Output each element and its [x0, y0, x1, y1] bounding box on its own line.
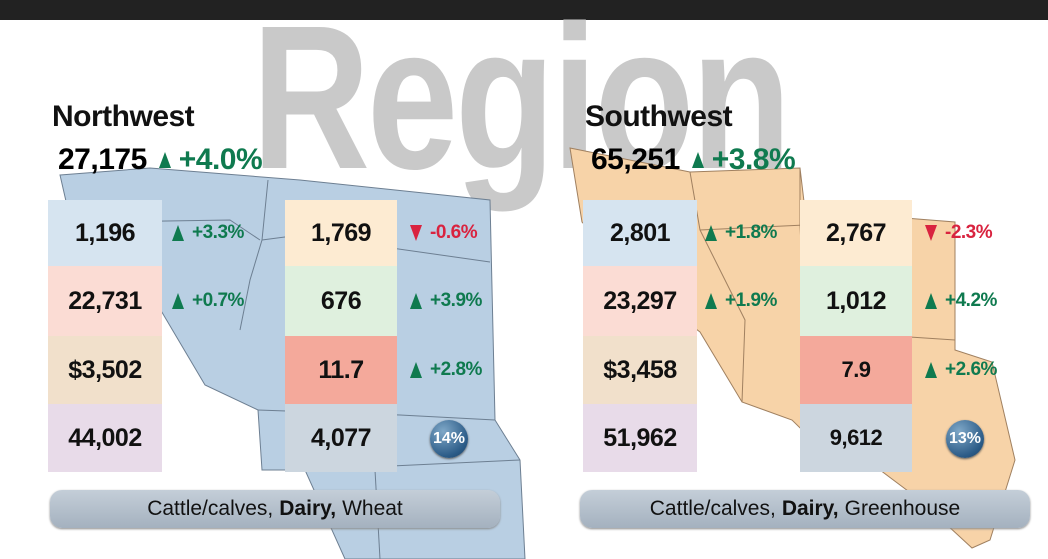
product: Cattle/calves, [147, 497, 274, 520]
trend-arrow [691, 152, 704, 168]
change: +3.3% [172, 200, 244, 266]
change-value: +2.8% [430, 359, 482, 380]
left-cell: 1,196 [48, 200, 162, 266]
trend-arrow [705, 225, 717, 241]
left-cell: $3,458 [583, 336, 697, 404]
change: +1.9% [705, 266, 777, 336]
change: +4.2% [925, 266, 997, 336]
product: Cattle/calves, [649, 497, 776, 520]
change: +2.8% [410, 336, 482, 404]
product: Greenhouse [844, 497, 961, 520]
region-name: Northwest [52, 100, 195, 133]
share-badge: 14% [430, 420, 468, 458]
total-value: 65,251 [591, 143, 680, 176]
change-value: -2.3% [945, 222, 993, 243]
products-bar: Cattle/calves, Dairy, Wheat [50, 490, 500, 528]
change: +2.6% [925, 336, 997, 404]
change: +1.8% [705, 200, 777, 266]
products-bar: Cattle/calves, Dairy, Greenhouse [580, 490, 1030, 528]
product: Dairy, [781, 497, 839, 520]
left-cell: 23,297 [583, 266, 697, 336]
trend-arrow [172, 293, 184, 309]
total-value: 27,175 [58, 143, 147, 176]
change-value: +3.3% [192, 222, 244, 243]
total-change: +4.0% [178, 143, 263, 176]
trend-arrow [925, 362, 937, 378]
right-cell: 11.7 [285, 336, 397, 404]
trend-arrow [158, 152, 171, 168]
trend-arrow [410, 293, 422, 309]
change: -0.6% [410, 200, 478, 266]
right-cell: 1,769 [285, 200, 397, 266]
change: +3.9% [410, 266, 482, 336]
change-value: +3.9% [430, 290, 482, 311]
trend-arrow [410, 362, 422, 378]
change-value: -0.6% [430, 222, 478, 243]
right-cell: 1,012 [800, 266, 912, 336]
right-cell: 2,767 [800, 200, 912, 266]
right-cell: 4,077 [285, 404, 397, 472]
left-cell: 44,002 [48, 404, 162, 472]
change-value: +0.7% [192, 290, 244, 311]
product: Wheat [342, 497, 403, 520]
trend-arrow [925, 293, 937, 309]
left-cell: 22,731 [48, 266, 162, 336]
right-cell: 7.9 [800, 336, 912, 404]
change-value: +4.2% [945, 290, 997, 311]
total-change: +3.8% [711, 143, 796, 176]
change: -2.3% [925, 200, 993, 266]
right-cell: 9,612 [800, 404, 912, 472]
trend-arrow [410, 225, 422, 241]
top-bar [0, 0, 1048, 20]
product: Dairy, [279, 497, 337, 520]
trend-arrow [705, 293, 717, 309]
left-cell: 2,801 [583, 200, 697, 266]
right-cell: 676 [285, 266, 397, 336]
trend-arrow [925, 225, 937, 241]
region-total: 65,251 +3.8% [591, 142, 796, 178]
change-value: +1.8% [725, 222, 777, 243]
region-total: 27,175 +4.0% [58, 142, 263, 178]
change-value: +2.6% [945, 359, 997, 380]
left-cell: 51,962 [583, 404, 697, 472]
share-badge: 13% [946, 420, 984, 458]
change: +0.7% [172, 266, 244, 336]
trend-arrow [172, 225, 184, 241]
change-value: +1.9% [725, 290, 777, 311]
region-name: Southwest [585, 100, 733, 133]
left-cell: $3,502 [48, 336, 162, 404]
